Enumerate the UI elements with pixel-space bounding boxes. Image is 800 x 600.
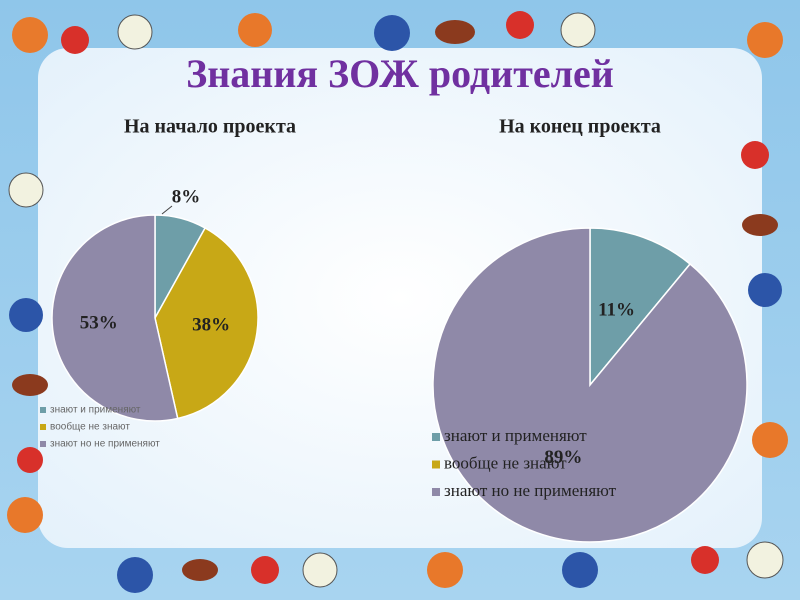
legend-label: знают и применяют (50, 405, 141, 416)
pie-slice (589, 227, 692, 388)
legend-swatch (432, 460, 440, 469)
leader-line (161, 205, 173, 215)
value-label: 8% (172, 187, 201, 208)
legend-swatch (40, 407, 46, 413)
slide-title: Знания ЗОЖ родителей (186, 51, 614, 96)
pie-slice (51, 214, 179, 422)
legend-swatch (40, 441, 46, 447)
value-label: 38% (192, 314, 230, 335)
pie-slice (154, 226, 259, 420)
legend-label: знают но не применяют (50, 439, 160, 450)
legend-label: знают и применяют (444, 426, 587, 445)
chart-title: На начало проекта (124, 116, 296, 138)
legend-label: вообще не знают (444, 453, 567, 472)
chart-title: На конец проекта (499, 116, 661, 138)
value-label: 89% (544, 447, 582, 468)
pie-slice (432, 227, 748, 543)
value-label: 11% (598, 300, 635, 321)
legend-label: знают но не применяют (444, 481, 617, 500)
value-label: 53% (80, 313, 118, 334)
legend-label: вообще не знают (50, 421, 130, 433)
legend-swatch (40, 424, 46, 430)
decorations (7, 11, 788, 593)
legend-swatch (432, 488, 440, 496)
legend-swatch (432, 433, 440, 441)
